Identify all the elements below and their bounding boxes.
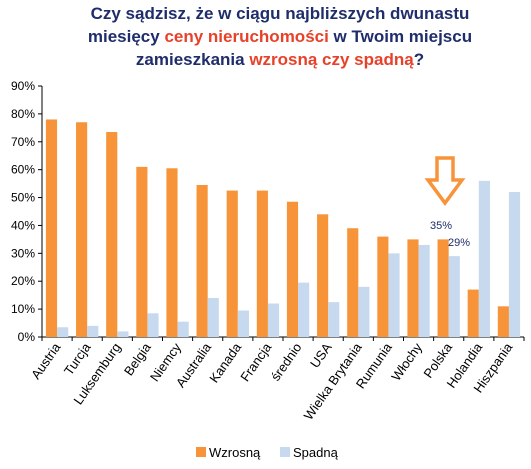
bar-spadna <box>147 313 159 337</box>
bar-spadna <box>358 286 370 337</box>
annotations: 35% 29% <box>424 156 470 249</box>
bar-spadna <box>478 180 490 337</box>
bar-wzrosna <box>377 236 389 337</box>
legend-label-spadna: Spadną <box>293 445 339 460</box>
bar-spadna <box>328 302 340 337</box>
bar-spadna <box>418 244 430 337</box>
category-label: Kanada <box>206 339 244 385</box>
bar-wzrosna <box>106 132 118 337</box>
bar-wzrosna <box>497 306 509 337</box>
bar-wzrosna <box>136 166 148 337</box>
title-line-3-a: zamieszkania <box>135 50 250 69</box>
bar-spadna <box>508 191 521 337</box>
y-tick-label: 10% <box>11 302 35 316</box>
bar-wzrosna <box>76 122 88 337</box>
title-line-3: zamieszkania wzrosną czy spadną? <box>40 48 520 71</box>
title-highlight-prices: ceny nieruchomości <box>164 27 329 46</box>
y-tick-label: 20% <box>11 274 35 288</box>
bar-wzrosna <box>286 201 299 337</box>
legend-swatch-wzrosna <box>196 447 206 457</box>
bar-wzrosna <box>407 239 419 337</box>
y-tick-label: 50% <box>11 191 35 205</box>
bar-wzrosna <box>317 214 329 337</box>
y-tick-label: 80% <box>11 107 35 121</box>
y-axis: 0% 10% 20% 30% 40% 50% 60% 70% 80% 90% <box>11 79 43 344</box>
bar-spadna <box>177 321 189 337</box>
category-label: średnio <box>268 340 305 384</box>
bar-wzrosna <box>166 168 178 337</box>
y-tick-label: 0% <box>18 330 36 344</box>
y-tick-label: 30% <box>11 246 35 260</box>
chart-title: Czy sądzisz, że w ciągu najbliższych dwu… <box>40 2 520 71</box>
bar-spadna <box>448 256 460 337</box>
bar-spadna <box>388 253 400 337</box>
bar-wzrosna <box>196 185 208 337</box>
x-axis <box>41 336 525 341</box>
bar-spadna <box>87 325 99 337</box>
bar-wzrosna <box>45 119 58 337</box>
title-line-2-a: miesięcy <box>87 27 165 46</box>
title-line-2-c: w Twoim miejscu <box>328 27 473 46</box>
bar-spadna <box>237 310 249 337</box>
annotation-polska-down: 29% <box>448 237 470 249</box>
y-tick-label: 70% <box>11 135 35 149</box>
legend: Wzrosną Spadną <box>196 445 339 460</box>
bar-wzrosna <box>467 289 479 337</box>
bar-spadna <box>57 327 69 337</box>
category-label: Francja <box>237 339 275 384</box>
category-label: USA <box>307 340 335 371</box>
bar-spadna <box>207 297 219 337</box>
bar-spadna <box>298 282 310 337</box>
bar-wzrosna <box>437 239 449 337</box>
category-label: Włochy <box>388 340 425 384</box>
title-line-1: Czy sądzisz, że w ciągu najbliższych dwu… <box>90 4 470 23</box>
y-tick-label: 40% <box>11 218 35 232</box>
bar-wzrosna <box>256 190 268 337</box>
legend-swatch-spadna <box>280 447 290 457</box>
title-highlight-direction: wzrosną czy spadną <box>249 50 414 69</box>
title-line-2: miesięcy ceny nieruchomości w Twoim miej… <box>40 25 520 48</box>
category-label: Austria <box>28 339 64 381</box>
bar-wzrosna <box>226 190 238 337</box>
category-labels: AustriaTurcjaLuksemburgBelgiaNiemcyAustr… <box>28 339 516 422</box>
annotation-polska-up: 35% <box>430 220 452 232</box>
legend-label-wzrosna: Wzrosną <box>209 445 261 460</box>
y-tick-label: 60% <box>11 163 35 177</box>
down-arrow-icon <box>424 156 466 206</box>
y-tick-label: 90% <box>11 79 35 93</box>
bar-wzrosna <box>347 228 359 337</box>
bar-spadna <box>117 331 129 337</box>
bars <box>45 119 521 337</box>
title-line-3-c: ? <box>413 50 425 69</box>
bar-spadna <box>267 303 280 337</box>
